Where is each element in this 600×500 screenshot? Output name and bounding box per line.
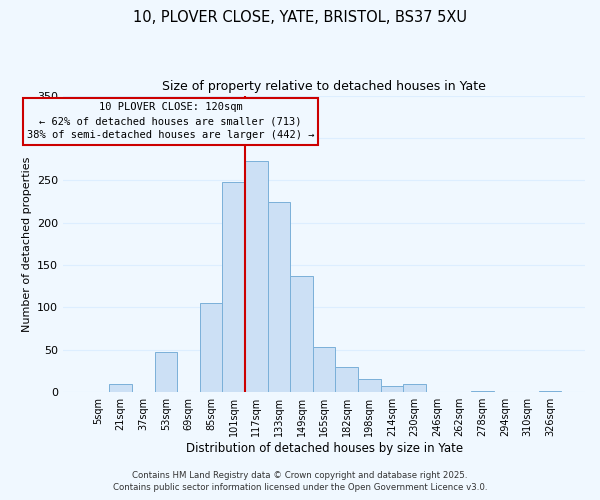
Text: Contains HM Land Registry data © Crown copyright and database right 2025.
Contai: Contains HM Land Registry data © Crown c… [113,471,487,492]
Bar [290,276,313,392]
Bar [200,303,223,392]
Title: Size of property relative to detached houses in Yate: Size of property relative to detached ho… [162,80,486,93]
Bar [380,386,403,392]
Bar [223,182,245,392]
X-axis label: Distribution of detached houses by size in Yate: Distribution of detached houses by size … [185,442,463,455]
Bar [109,384,132,392]
Bar [358,378,380,392]
Bar [539,390,561,392]
Bar [403,384,426,392]
Bar [245,161,268,392]
Bar [313,348,335,392]
Y-axis label: Number of detached properties: Number of detached properties [22,156,32,332]
Bar [335,367,358,392]
Bar [268,202,290,392]
Text: 10 PLOVER CLOSE: 120sqm
← 62% of detached houses are smaller (713)
38% of semi-d: 10 PLOVER CLOSE: 120sqm ← 62% of detache… [26,102,314,141]
Bar [155,352,177,392]
Bar [471,390,494,392]
Text: 10, PLOVER CLOSE, YATE, BRISTOL, BS37 5XU: 10, PLOVER CLOSE, YATE, BRISTOL, BS37 5X… [133,10,467,25]
